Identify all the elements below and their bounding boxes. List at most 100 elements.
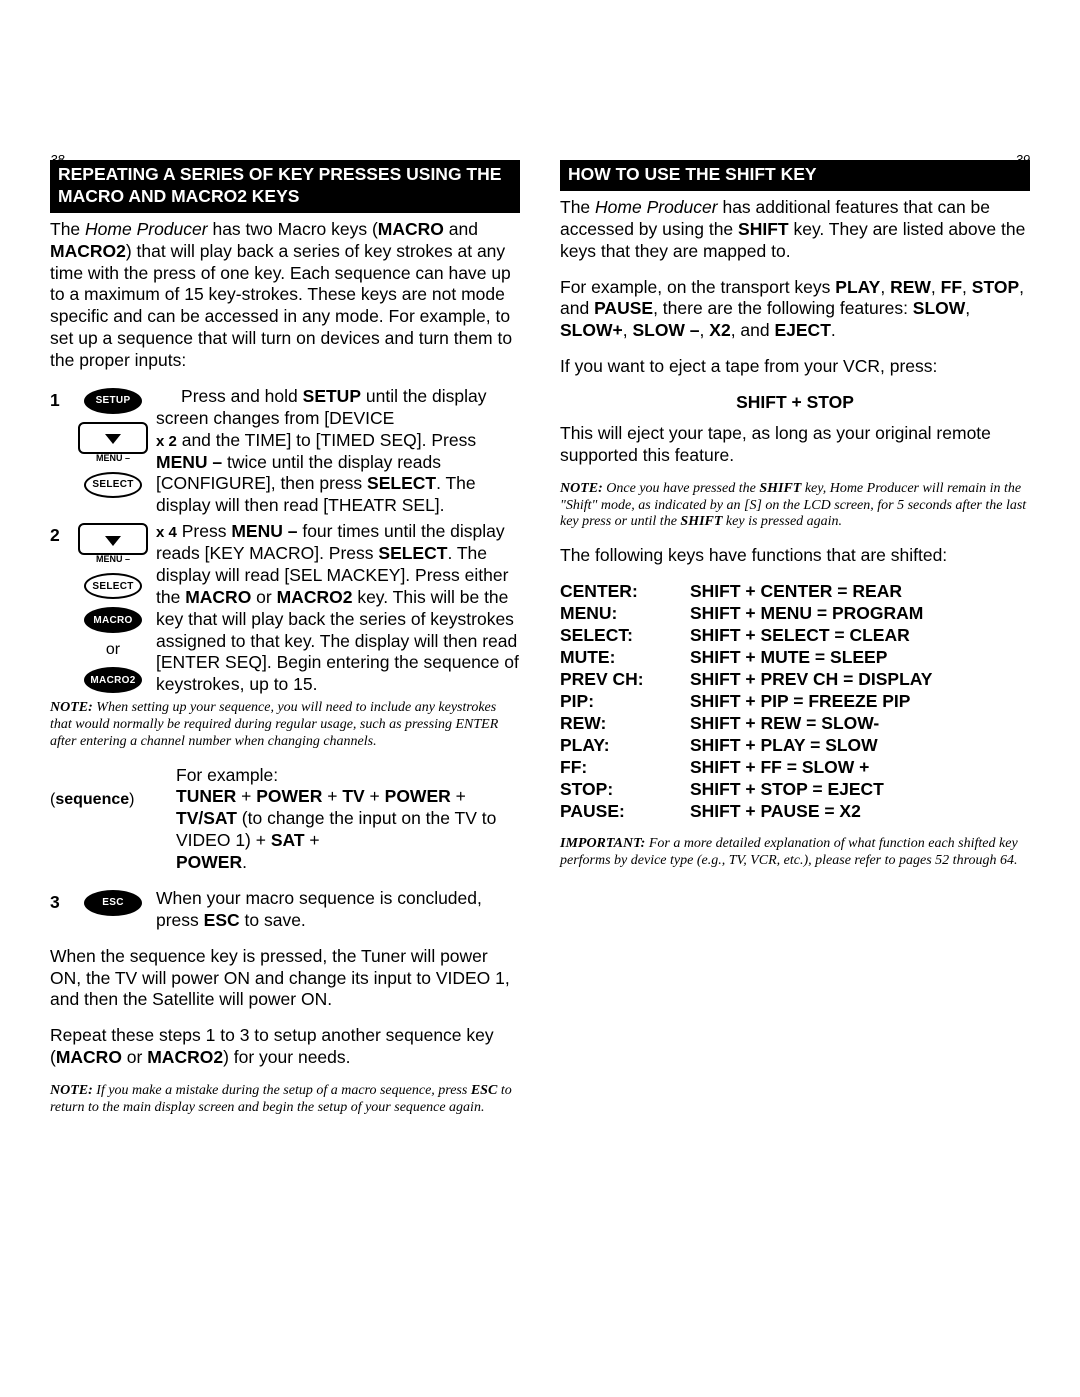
k: PIP: [560, 691, 690, 712]
t: MACRO2 [147, 1047, 223, 1067]
step-1-icons: SETUP MENU – SELECT [70, 386, 156, 498]
v: SHIFT + PAUSE = X2 [690, 801, 1030, 822]
esc-button-icon: ESC [84, 890, 142, 916]
k: MENU: [560, 603, 690, 624]
v: SHIFT + FF = SLOW + [690, 757, 1030, 778]
t: Once you have pressed the [603, 481, 760, 496]
t: X2 [709, 320, 730, 340]
k: PAUSE: [560, 801, 690, 822]
important-label: IMPORTANT: [560, 836, 645, 851]
left-outro-2: Repeat these steps 1 to 3 to setup anoth… [50, 1025, 520, 1069]
menu-down-shape-icon [78, 523, 148, 555]
table-row: FF:SHIFT + FF = SLOW + [560, 757, 1030, 778]
t: EJECT [774, 320, 830, 340]
t: , there are the following features: [653, 298, 913, 318]
t: POWER [176, 852, 242, 872]
step-1-text: x 2 Press and hold SETUP until the displ… [156, 386, 520, 517]
t: ESC [204, 910, 240, 930]
select-button-icon: SELECT [84, 573, 142, 599]
k: MUTE: [560, 647, 690, 668]
t: MENU – [231, 521, 297, 541]
note-1: NOTE: When setting up your sequence, you… [50, 700, 520, 750]
t: SELECT [378, 543, 447, 563]
v: SHIFT + MENU = PROGRAM [690, 603, 1030, 624]
home-producer-term: Home Producer [595, 197, 718, 217]
t: , [931, 277, 941, 297]
t: PAUSE [594, 298, 653, 318]
right-p1: The Home Producer has additional feature… [560, 197, 1030, 263]
step-2-icons: MENU – SELECT MACRO or MACRO2 [70, 521, 156, 693]
setup-button-icon: SETUP [84, 388, 142, 414]
right-p3: If you want to eject a tape from your VC… [560, 356, 1030, 378]
t: MACRO2 [277, 587, 353, 607]
t: SAT [271, 830, 305, 850]
t: For example, on the transport keys [560, 277, 835, 297]
note-label: NOTE: [50, 700, 93, 715]
right-p5: The following keys have functions that a… [560, 545, 1030, 567]
right-note-1: NOTE: Once you have pressed the SHIFT ke… [560, 481, 1030, 531]
t: has two Macro keys ( [208, 219, 378, 239]
step-3-icons: ESC [70, 888, 156, 916]
shift-table: CENTER:SHIFT + CENTER = REAR MENU:SHIFT … [560, 581, 1030, 822]
table-row: STOP:SHIFT + STOP = EJECT [560, 779, 1030, 800]
x2-label: x 2 [156, 433, 177, 450]
t: or [251, 587, 276, 607]
right-header: HOW TO USE THE SHIFT KEY [560, 160, 1030, 191]
right-p2: For example, on the transport keys PLAY,… [560, 277, 1030, 343]
macro2-button-icon: MACRO2 [84, 667, 142, 693]
t: SHIFT [738, 219, 789, 239]
t: , [880, 277, 890, 297]
t: sequence [55, 791, 129, 808]
t: . [242, 852, 247, 872]
t: and [444, 219, 478, 239]
t: TV [342, 786, 364, 806]
t: to save. [240, 910, 306, 930]
v: SHIFT + PIP = FREEZE PIP [690, 691, 1030, 712]
table-row: REW:SHIFT + REW = SLOW- [560, 713, 1030, 734]
t: When setting up your sequence, you will … [50, 700, 498, 749]
k: FF: [560, 757, 690, 778]
t: , [700, 320, 710, 340]
macro-button-icon: MACRO [84, 607, 142, 633]
t: key is pressed again. [722, 514, 842, 529]
x4-label: x 4 [156, 524, 177, 541]
step-2: 2 MENU – SELECT MACRO or MACRO2 x 4 Pres… [50, 521, 520, 696]
t: MENU – [156, 452, 222, 472]
t: TUNER [176, 786, 236, 806]
sequence-label: (sequence) [50, 765, 176, 874]
t: SHIFT [759, 481, 801, 496]
step-1: 1 SETUP MENU – SELECT x 2 Press and hold… [50, 386, 520, 517]
t: POWER [256, 786, 322, 806]
sequence-example: (sequence) For example: TUNER + POWER + … [50, 765, 520, 874]
page: REPEATING A SERIES OF KEY PRESSES USING … [0, 0, 1080, 1397]
table-row: PIP:SHIFT + PIP = FREEZE PIP [560, 691, 1030, 712]
table-row: PLAY:SHIFT + PLAY = SLOW [560, 735, 1030, 756]
t: FF [941, 277, 962, 297]
table-row: CENTER:SHIFT + CENTER = REAR [560, 581, 1030, 602]
triangle-down-icon [105, 434, 121, 444]
left-header: REPEATING A SERIES OF KEY PRESSES USING … [50, 160, 520, 213]
t: . [831, 320, 836, 340]
t: PLAY [835, 277, 880, 297]
k: CENTER: [560, 581, 690, 602]
t: , [965, 298, 970, 318]
table-row: SELECT:SHIFT + SELECT = CLEAR [560, 625, 1030, 646]
t: TV/SAT [176, 808, 237, 828]
right-note-2: IMPORTANT: For a more detailed explanati… [560, 836, 1030, 870]
t: For example: [176, 765, 278, 785]
v: SHIFT + CENTER = REAR [690, 581, 1030, 602]
t: SLOW – [632, 320, 699, 340]
left-column: REPEATING A SERIES OF KEY PRESSES USING … [50, 160, 520, 1397]
t: If you make a mistake during the setup o… [93, 1083, 471, 1098]
v: SHIFT + MUTE = SLEEP [690, 647, 1030, 668]
t: + [322, 786, 342, 806]
step-3-number: 3 [50, 888, 70, 913]
macro-term: MACRO [378, 219, 444, 239]
t: The [560, 197, 595, 217]
note-2: NOTE: If you make a mistake during the s… [50, 1083, 520, 1117]
k: SELECT: [560, 625, 690, 646]
table-row: MENU:SHIFT + MENU = PROGRAM [560, 603, 1030, 624]
select-button-icon: SELECT [84, 472, 142, 498]
t: SHIFT [680, 514, 722, 529]
left-intro: The Home Producer has two Macro keys (MA… [50, 219, 520, 372]
